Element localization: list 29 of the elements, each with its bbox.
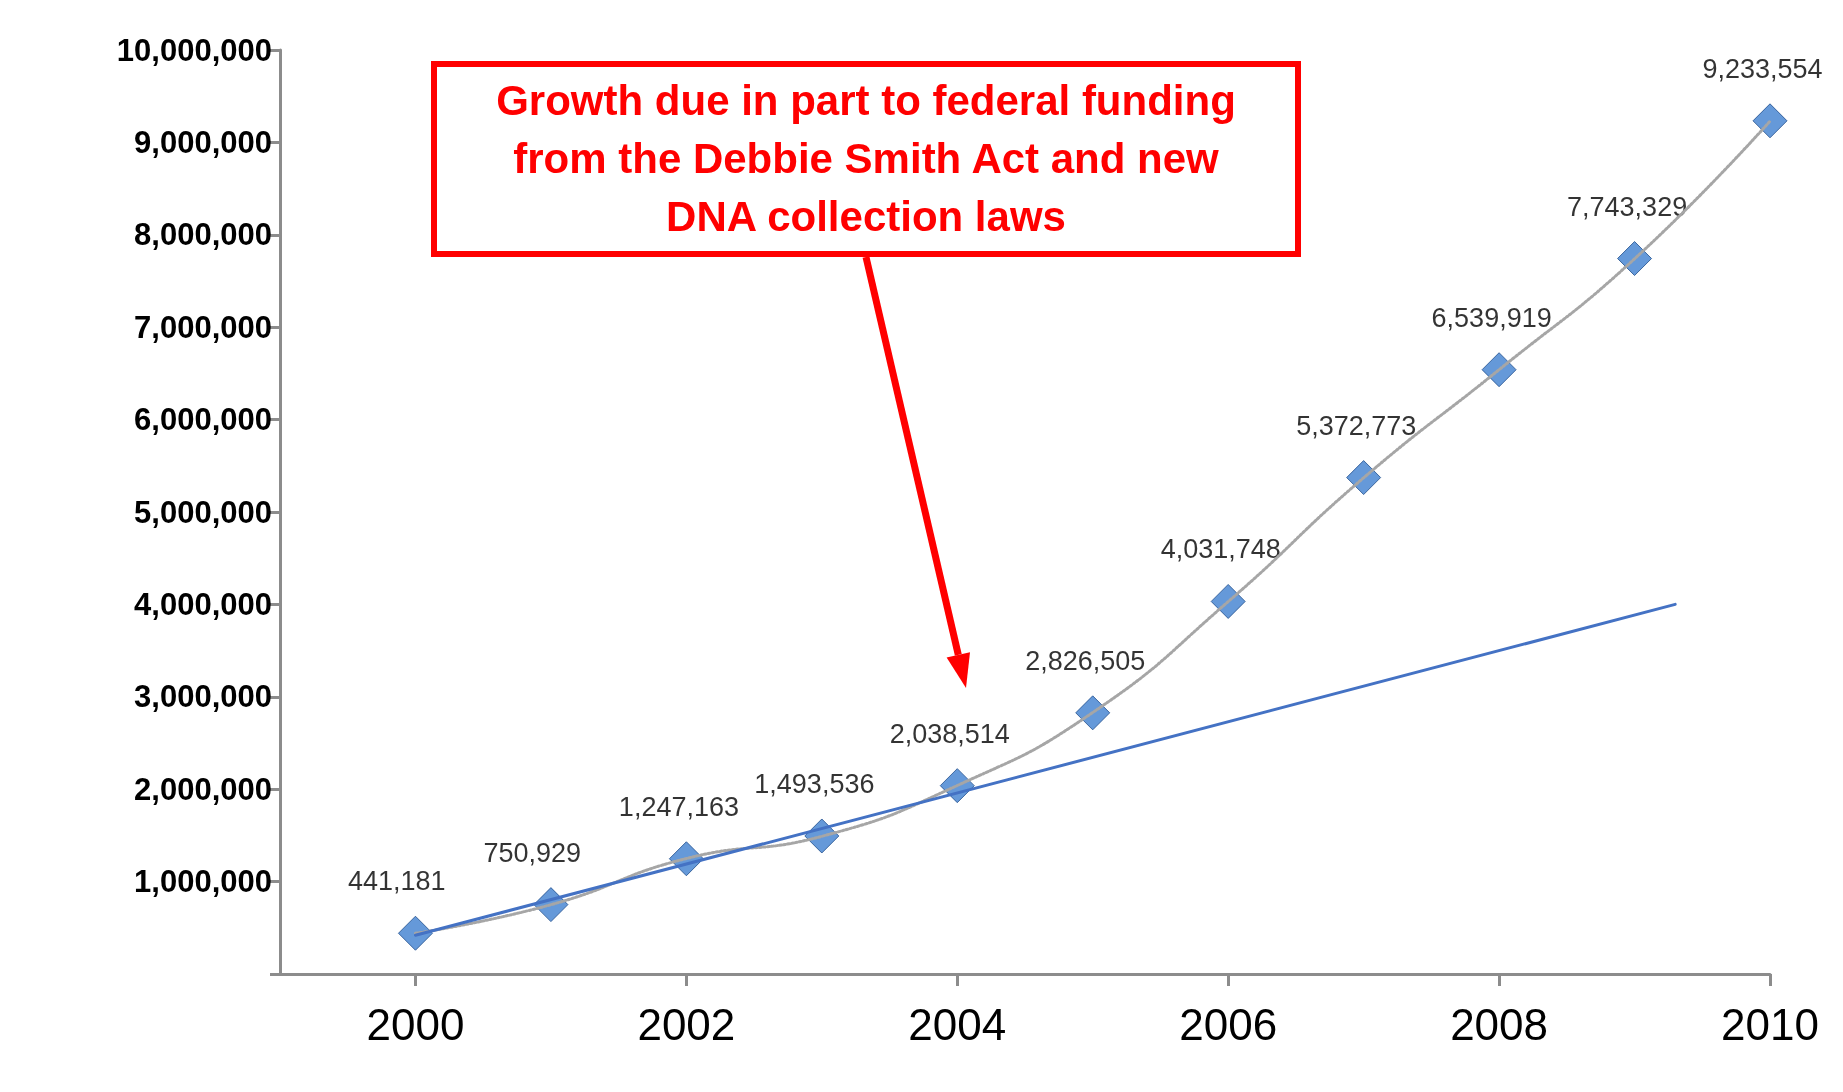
y-tick-label: 8,000,000 [134,217,272,253]
data-label: 9,233,554 [1702,53,1823,84]
data-label: 5,372,773 [1296,410,1417,441]
y-tick-label: 6,000,000 [134,402,272,438]
data-label: 2,826,505 [1025,645,1146,676]
y-tick-label: 9,000,000 [134,124,272,160]
x-tick-label: 2000 [366,999,465,1049]
point [1752,103,1788,139]
data-label: 2,038,514 [889,718,1010,749]
y-tick-label: 1,000,000 [134,864,272,900]
y-tick-label: 2,000,000 [134,771,272,807]
data-label: 750,929 [483,837,582,868]
data-label: 7,743,329 [1567,191,1688,222]
y-tick-label: 4,000,000 [134,586,272,622]
annotation: Growth due in part to federal funding from the Debbie Smith Act and new DNA collection laws [431,61,1301,257]
y-tick-label: 5,000,000 [134,494,272,530]
data-label: 6,539,919 [1431,302,1552,333]
y-tick-label: 10,000,000 [116,32,272,68]
data-label: 441,181 [347,866,446,897]
data-label: 4,031,748 [1160,534,1281,565]
y-tick-label: 3,000,000 [134,679,272,715]
data-label: 1,247,163 [618,791,739,822]
x-tick-label: 2008 [1450,999,1549,1049]
x-tick-label: 2010 [1721,999,1819,1049]
x-tick-label: 2004 [908,999,1007,1049]
x-tick-label: 2006 [1179,999,1278,1049]
data-label: 1,493,536 [754,769,875,799]
x-tick-label: 2002 [637,999,736,1049]
y-tick-label: 7,000,000 [134,309,272,345]
